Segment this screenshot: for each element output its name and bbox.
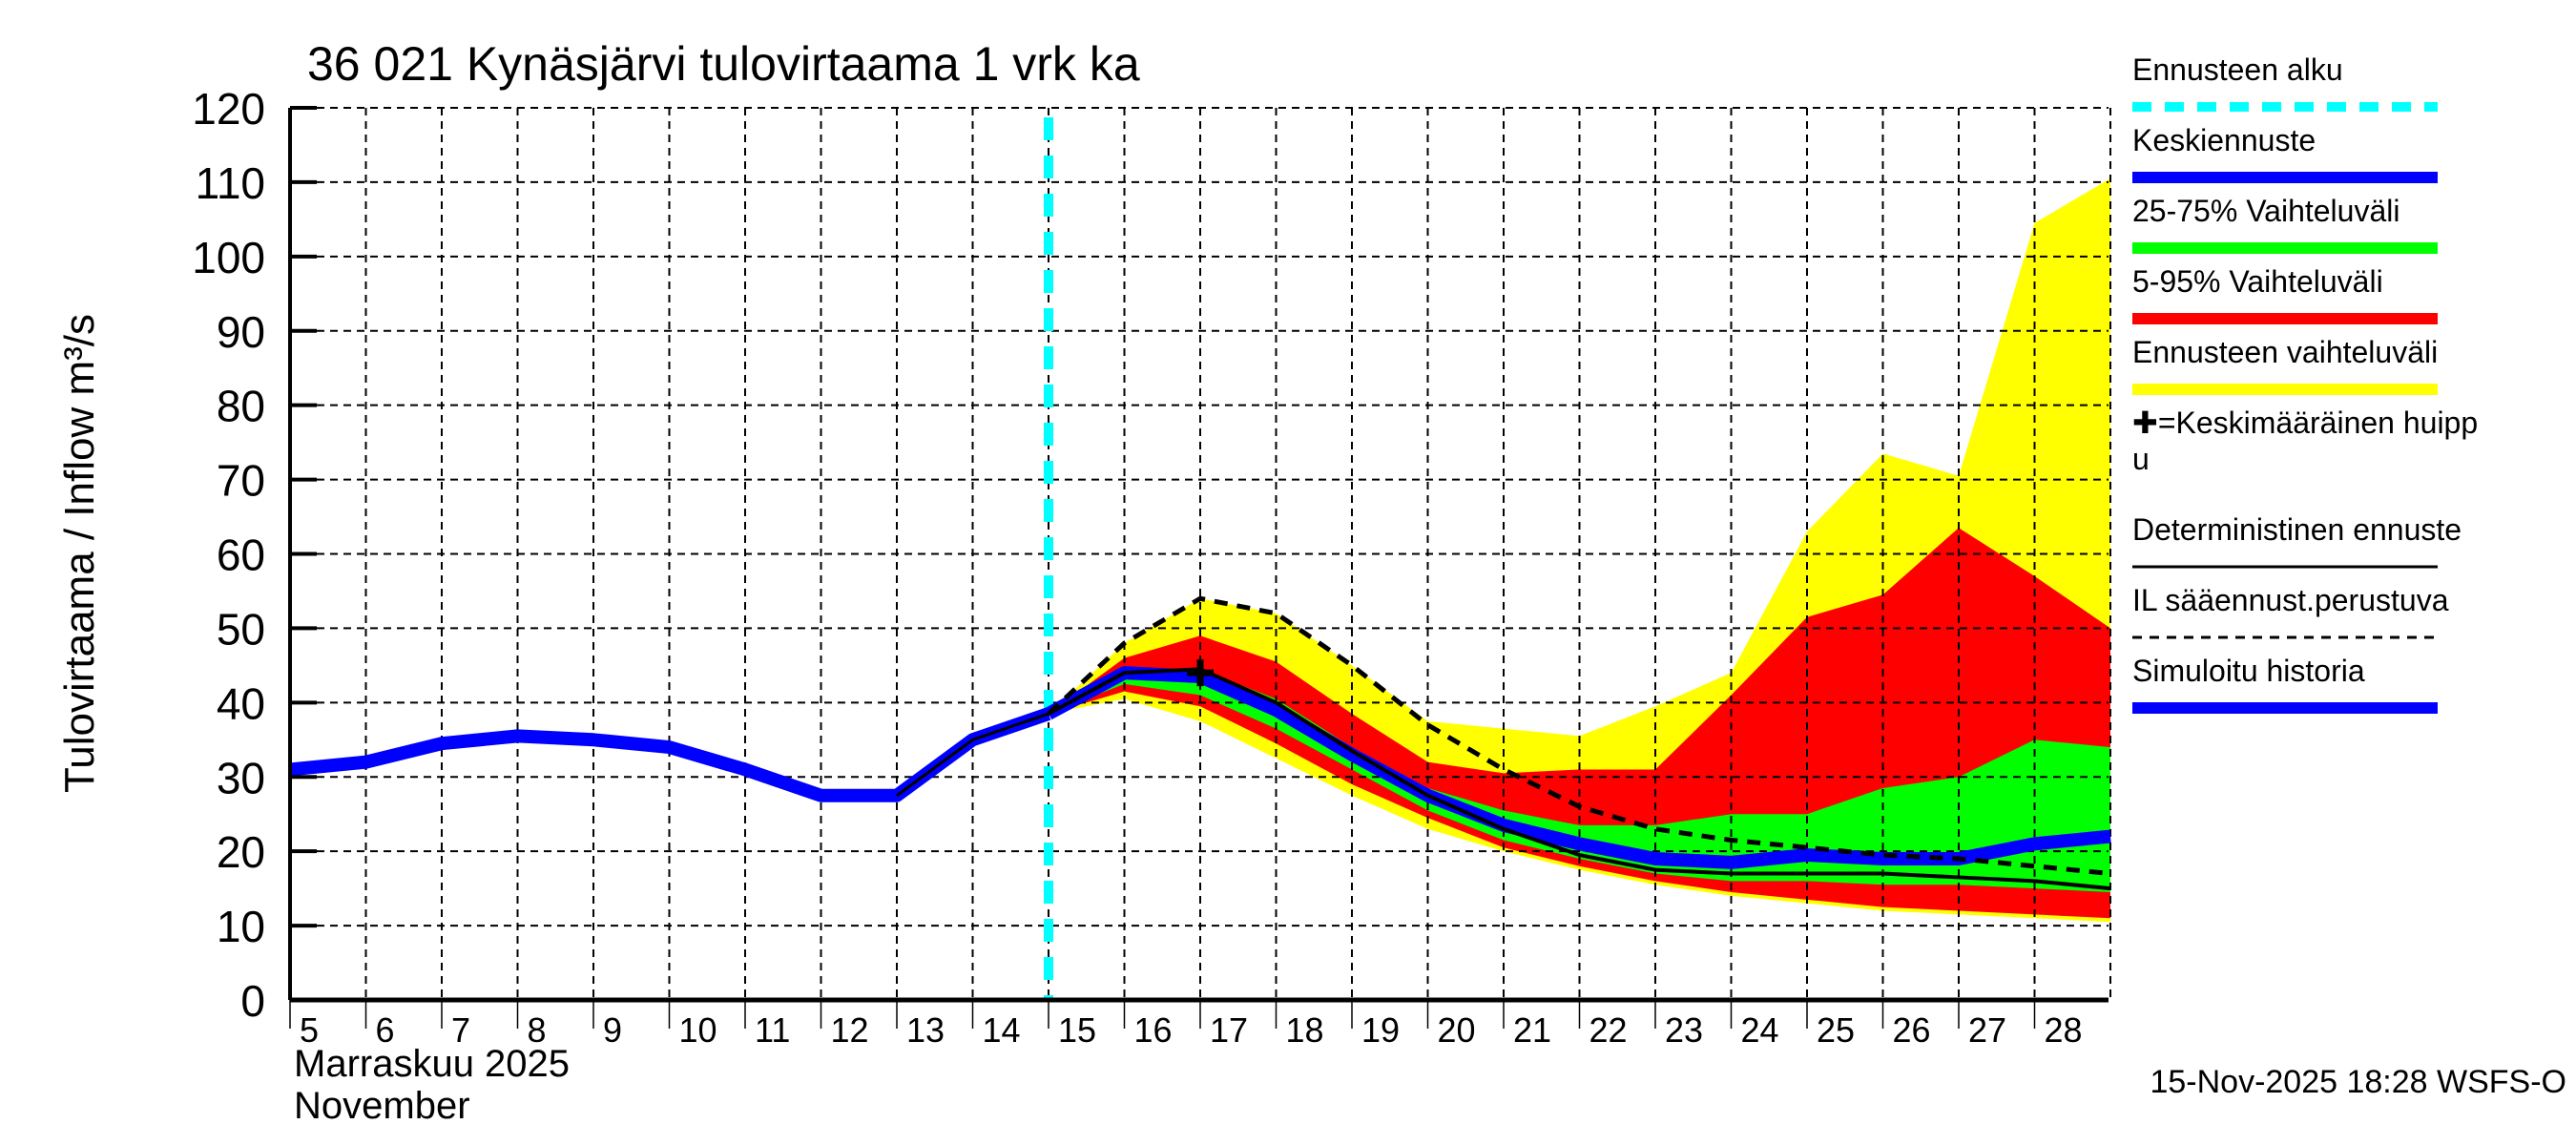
legend-label: 5-95% Vaihteluväli bbox=[2132, 264, 2383, 299]
x-tick-label: 12 bbox=[831, 1010, 869, 1050]
x-tick-label: 16 bbox=[1134, 1010, 1173, 1050]
history-overlay-line bbox=[896, 712, 1049, 797]
y-tick-label: 20 bbox=[217, 827, 265, 877]
legend-label: Keskiennuste bbox=[2132, 123, 2316, 157]
x-axis-label-en: November bbox=[294, 1085, 470, 1127]
legend-label: u bbox=[2132, 442, 2150, 476]
x-tick-label: 21 bbox=[1513, 1010, 1551, 1050]
x-tick-label: 17 bbox=[1210, 1010, 1248, 1050]
legend: Ennusteen alku Keskiennuste 25-75% Vaihtel… bbox=[2132, 52, 2478, 714]
x-tick-label: 20 bbox=[1438, 1010, 1476, 1050]
y-tick-label: 70 bbox=[217, 456, 265, 506]
y-tick-label: 120 bbox=[192, 84, 265, 134]
y-tick-label: 100 bbox=[192, 233, 265, 282]
legend-label: 25-75% Vaihteluväli bbox=[2132, 194, 2399, 228]
grid-lines bbox=[290, 107, 2111, 1000]
il-weather-forecast-line bbox=[1047, 595, 2111, 877]
footer-timestamp: 15-Nov-2025 18:28 WSFS-O bbox=[2150, 1064, 2566, 1100]
x-tick-label: 24 bbox=[1741, 1010, 1779, 1050]
legend-label: Deterministinen ennuste bbox=[2132, 512, 2462, 547]
y-tick-label: 90 bbox=[217, 307, 265, 357]
y-tick-label: 60 bbox=[217, 531, 265, 580]
x-tick-label: 27 bbox=[1968, 1010, 2006, 1050]
y-tick-label: 10 bbox=[217, 902, 265, 951]
legend-label: IL sääennust.perustuva bbox=[2132, 583, 2449, 617]
axes: 0 10 20 30 40 50 60 70 80 90 100 110 120 5 6 7 8 9 10 11 12 1… bbox=[192, 84, 2109, 1050]
x-tick-label: 19 bbox=[1361, 1010, 1400, 1050]
x-tick-label: 28 bbox=[2045, 1010, 2083, 1050]
x-tick-label: 18 bbox=[1286, 1010, 1324, 1050]
x-tick-label: 7 bbox=[451, 1010, 470, 1050]
legend-label: Ennusteen alku bbox=[2132, 52, 2343, 87]
x-tick-label: 25 bbox=[1817, 1010, 1855, 1050]
x-tick-label: 14 bbox=[983, 1010, 1021, 1050]
x-tick-label: 15 bbox=[1058, 1010, 1096, 1050]
x-tick-label: 11 bbox=[755, 1010, 790, 1050]
y-tick-label: 30 bbox=[217, 753, 265, 802]
x-tick-label: 5 bbox=[300, 1010, 319, 1050]
legend-label: ✚=Keskimääräinen huipp bbox=[2132, 406, 2478, 440]
x-tick-label: 9 bbox=[603, 1010, 622, 1050]
forecast-lines bbox=[289, 117, 2111, 1000]
x-tick-label: 22 bbox=[1589, 1010, 1628, 1050]
y-tick-label: 50 bbox=[217, 604, 265, 654]
y-tick-label: 0 bbox=[240, 976, 265, 1026]
x-axis-label-fi: Marraskuu 2025 bbox=[294, 1043, 570, 1085]
x-tick-label: 13 bbox=[906, 1010, 945, 1050]
legend-label: Ennusteen vaihteluväli bbox=[2132, 335, 2438, 369]
x-tick-label: 26 bbox=[1893, 1010, 1931, 1050]
y-tick-label: 80 bbox=[217, 382, 265, 431]
y-axis-label: Tulovirtaama / Inflow m³/s bbox=[56, 314, 103, 793]
x-tick-label: 10 bbox=[679, 1010, 717, 1050]
legend-label: Simuloitu historia bbox=[2132, 654, 2365, 688]
y-tick-label: 40 bbox=[217, 678, 265, 728]
chart-title: 36 021 Kynäsjärvi tulovirtaama 1 vrk ka bbox=[307, 37, 1140, 91]
x-tick-label: 23 bbox=[1665, 1010, 1703, 1050]
y-tick-label: 110 bbox=[196, 158, 265, 208]
deterministic-forecast-line bbox=[1048, 667, 2111, 891]
x-tick-label: 6 bbox=[376, 1010, 395, 1050]
x-tick-label: 8 bbox=[528, 1010, 547, 1050]
